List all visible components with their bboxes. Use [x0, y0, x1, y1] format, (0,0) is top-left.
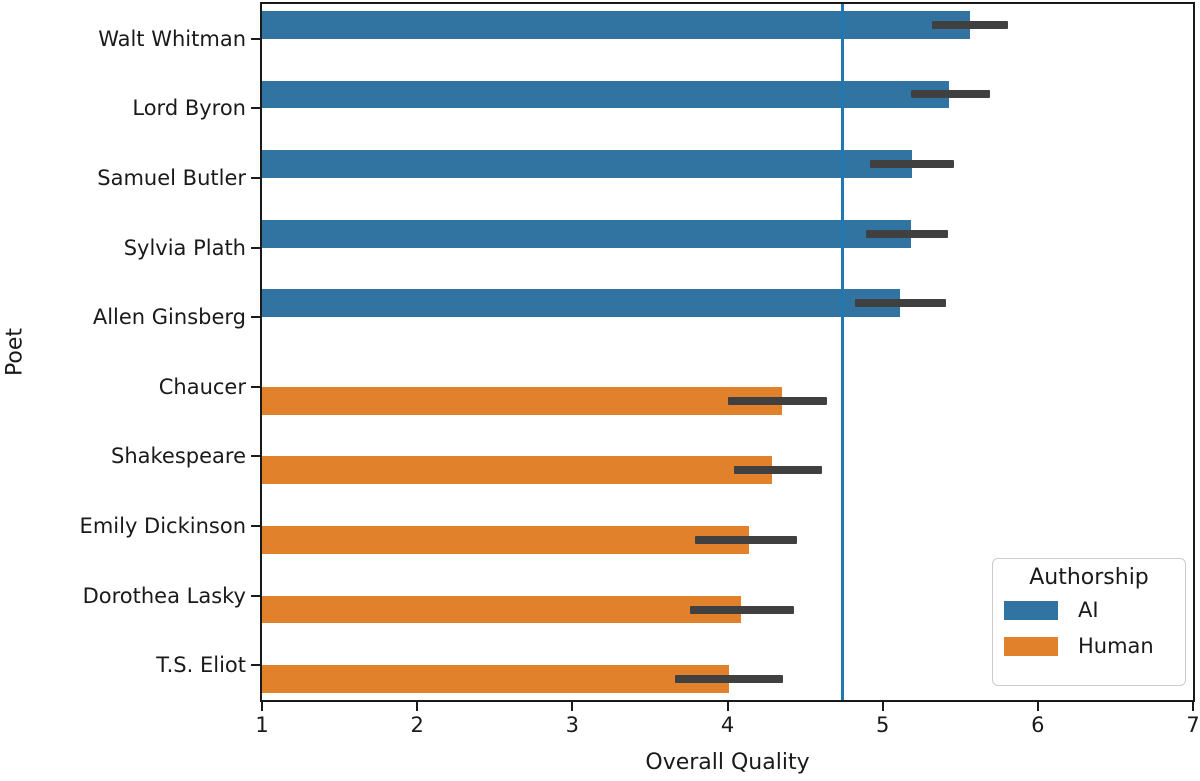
x-axis-label: Overall Quality [645, 750, 810, 775]
legend-entry-ai: AI [1004, 598, 1175, 622]
legend: Authorship AI Human [992, 558, 1186, 686]
ytick-mark-allen-ginsberg [251, 316, 260, 319]
ytick-mark-t-s-eliot [251, 664, 260, 667]
legend-entries: AI Human [1003, 598, 1175, 658]
ytick-mark-emily-dickinson [251, 525, 260, 527]
ytick-label-t-s-eliot: T.S. Eliot [156, 653, 246, 678]
ytick-label-shakespeare: Shakespeare [111, 444, 246, 469]
ytick-label-sylvia-plath: Sylvia Plath [123, 235, 246, 260]
ytick-label-lord-byron: Lord Byron [132, 96, 246, 121]
xtick-label-6: 6 [1031, 713, 1045, 737]
ytick-label-allen-ginsberg: Allen Ginsberg [92, 305, 246, 330]
ytick-label-samuel-butler: Samuel Butler [97, 166, 246, 190]
xtick-mark-3 [571, 702, 574, 711]
xtick-mark-4 [726, 702, 729, 711]
ytick-mark-dorothea-lasky [251, 594, 260, 597]
xtick-label-4: 4 [720, 713, 735, 737]
xtick-mark-5 [881, 702, 884, 711]
xtick-label-5: 5 [875, 713, 890, 737]
ytick-label-walt-whitman: Walt Whitman [98, 26, 246, 51]
xtick-label-3: 3 [565, 713, 580, 737]
legend-entry-human: Human [1004, 634, 1175, 658]
y-axis-label-wrap: Poet [0, 4, 30, 700]
xtick-mark-1 [261, 702, 263, 711]
xtick-label-2: 2 [410, 713, 424, 737]
xtick-label-7: 7 [1186, 713, 1200, 737]
y-axis-label: Poet [2, 327, 28, 377]
xtick-label-1: 1 [255, 713, 269, 737]
ytick-label-chaucer: Chaucer [158, 374, 246, 399]
ytick-mark-sylvia-plath [251, 246, 260, 249]
ytick-mark-walt-whitman [251, 37, 260, 40]
xtick-mark-7 [1192, 702, 1194, 711]
ytick-mark-lord-byron [251, 107, 260, 110]
ytick-label-dorothea-lasky: Dorothea Lasky [82, 583, 246, 608]
legend-swatch-ai [1004, 600, 1058, 620]
ytick-mark-chaucer [251, 385, 260, 388]
legend-label-human: Human [1078, 634, 1154, 658]
xtick-mark-2 [416, 702, 419, 711]
ytick-mark-shakespeare [251, 455, 260, 458]
ytick-mark-samuel-butler [251, 177, 260, 179]
legend-title: Authorship [1029, 565, 1149, 590]
ytick-label-emily-dickinson: Emily Dickinson [79, 514, 246, 538]
legend-swatch-human [1004, 636, 1058, 656]
legend-label-ai: AI [1078, 598, 1099, 622]
xtick-mark-6 [1036, 702, 1039, 711]
